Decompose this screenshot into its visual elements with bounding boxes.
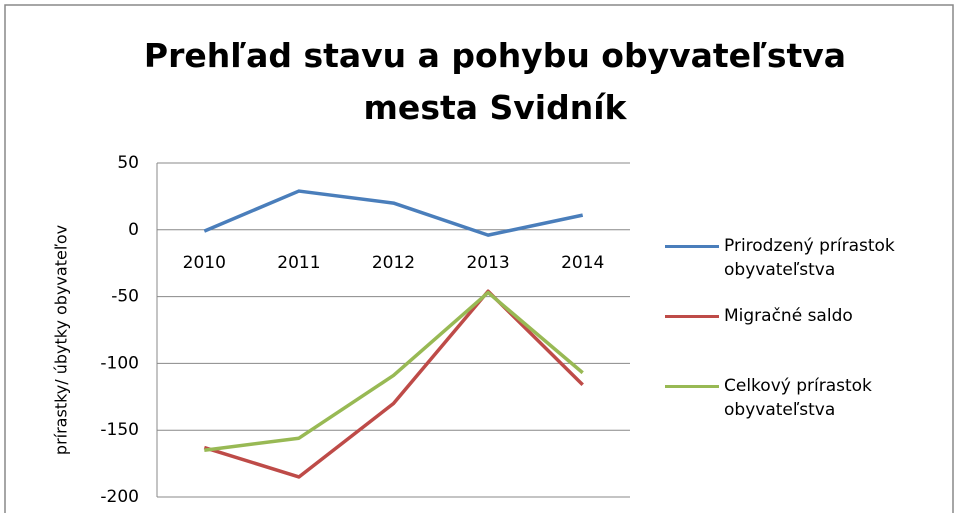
x-tick-label: 2010 (183, 253, 226, 273)
legend-entry: Migračné saldo (665, 304, 955, 328)
y-axis-label: prírastky/ úbytky obyvateľov (52, 225, 71, 455)
legend-label: Celkový prírastok obyvateľstva (724, 376, 872, 420)
x-tick-label: 2011 (277, 253, 320, 273)
series-line (203, 289, 584, 479)
y-tick-label: 50 (117, 153, 139, 173)
legend-label: Prirodzený prírastok obyvateľstva (724, 236, 895, 280)
chart-border (4, 4, 954, 513)
y-tick-label: 0 (128, 220, 139, 240)
legend-label: Migračné saldo (724, 306, 853, 326)
legend-swatch (665, 315, 719, 318)
legend-swatch (665, 385, 719, 388)
x-tick-label: 2012 (372, 253, 415, 273)
series-line (203, 189, 584, 237)
series-line (204, 290, 584, 452)
y-tick-label: -150 (100, 420, 139, 440)
y-tick-label: -50 (111, 287, 139, 307)
chart-title: Prehľad stavu a pohybu obyvateľstva mest… (143, 36, 847, 127)
x-tick-label: 2013 (466, 253, 509, 273)
legend-entry: Celkový prírastok obyvateľstva (665, 374, 955, 422)
legend-entry: Prirodzený prírastok obyvateľstva (665, 234, 955, 282)
legend-swatch (665, 245, 719, 248)
x-tick-label: 2014 (561, 253, 604, 273)
y-tick-label: -100 (100, 353, 139, 373)
y-tick-label: -200 (100, 487, 139, 507)
